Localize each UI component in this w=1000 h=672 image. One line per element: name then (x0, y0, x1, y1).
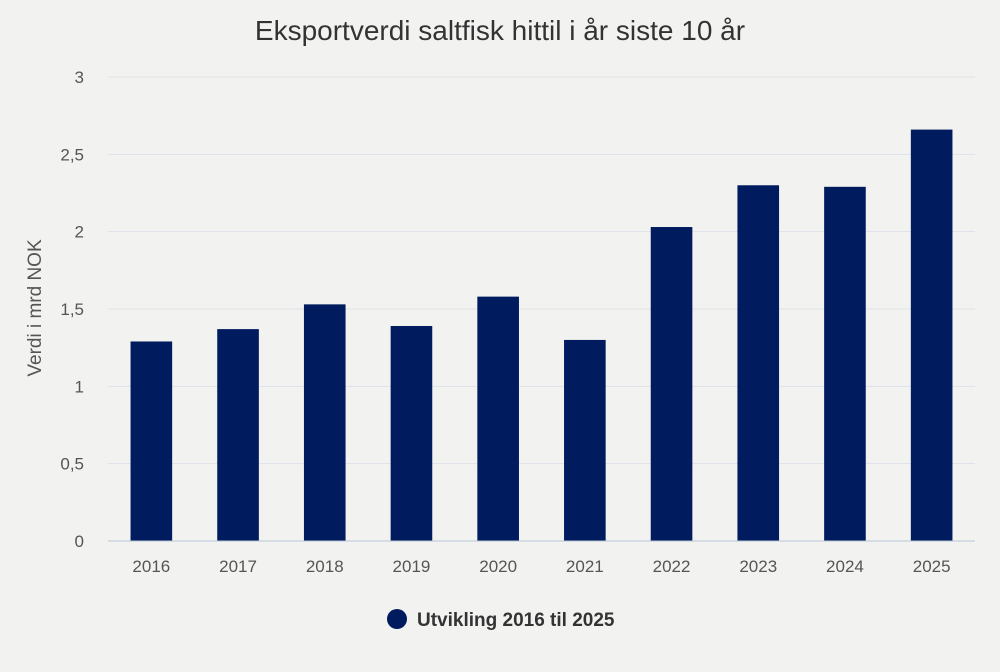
x-axis-ticks: 2016 2017 2018 2019 2020 2021 2022 2023 2024 2025 (132, 557, 950, 576)
y-axis-ticks: 0 0,5 1 1,5 2 2,5 3 (60, 68, 84, 551)
y-tick-label: 2 (75, 223, 84, 242)
x-tick-label: 2021 (566, 557, 604, 576)
x-tick-label: 2024 (826, 557, 864, 576)
legend-label: Utvikling 2016 til 2025 (417, 610, 615, 631)
legend[interactable]: Utvikling 2016 til 2025 (387, 609, 615, 631)
x-tick-label: 2020 (479, 557, 517, 576)
legend-marker (387, 609, 407, 629)
y-axis-label: Verdi i mrd NOK (25, 239, 46, 377)
x-tick-label: 2016 (132, 557, 170, 576)
x-tick-label: 2019 (393, 557, 431, 576)
bar-2019[interactable] (390, 326, 433, 541)
y-tick-label: 0,5 (60, 455, 84, 474)
bar-2018[interactable] (303, 304, 346, 541)
x-tick-label: 2022 (653, 557, 691, 576)
bar-2024[interactable] (824, 186, 866, 541)
x-tick-label: 2017 (219, 557, 257, 576)
chart-title: Eksportverdi saltfisk hittil i år siste … (255, 15, 745, 46)
bar-2016[interactable] (130, 341, 173, 541)
bar-series (130, 129, 953, 541)
y-tick-label: 1 (75, 377, 84, 396)
bar-2021[interactable] (564, 339, 606, 541)
x-tick-label: 2023 (739, 557, 777, 576)
y-tick-label: 1,5 (60, 300, 84, 319)
bar-2020[interactable] (477, 296, 519, 541)
x-tick-label: 2025 (913, 557, 951, 576)
y-tick-label: 2,5 (60, 145, 84, 164)
bar-2022[interactable] (650, 227, 693, 541)
y-tick-label: 0 (75, 532, 84, 551)
bar-2025[interactable] (910, 129, 953, 541)
y-tick-label: 3 (75, 68, 84, 87)
bar-2017[interactable] (217, 329, 259, 541)
x-tick-label: 2018 (306, 557, 344, 576)
bar-2023[interactable] (737, 185, 780, 541)
